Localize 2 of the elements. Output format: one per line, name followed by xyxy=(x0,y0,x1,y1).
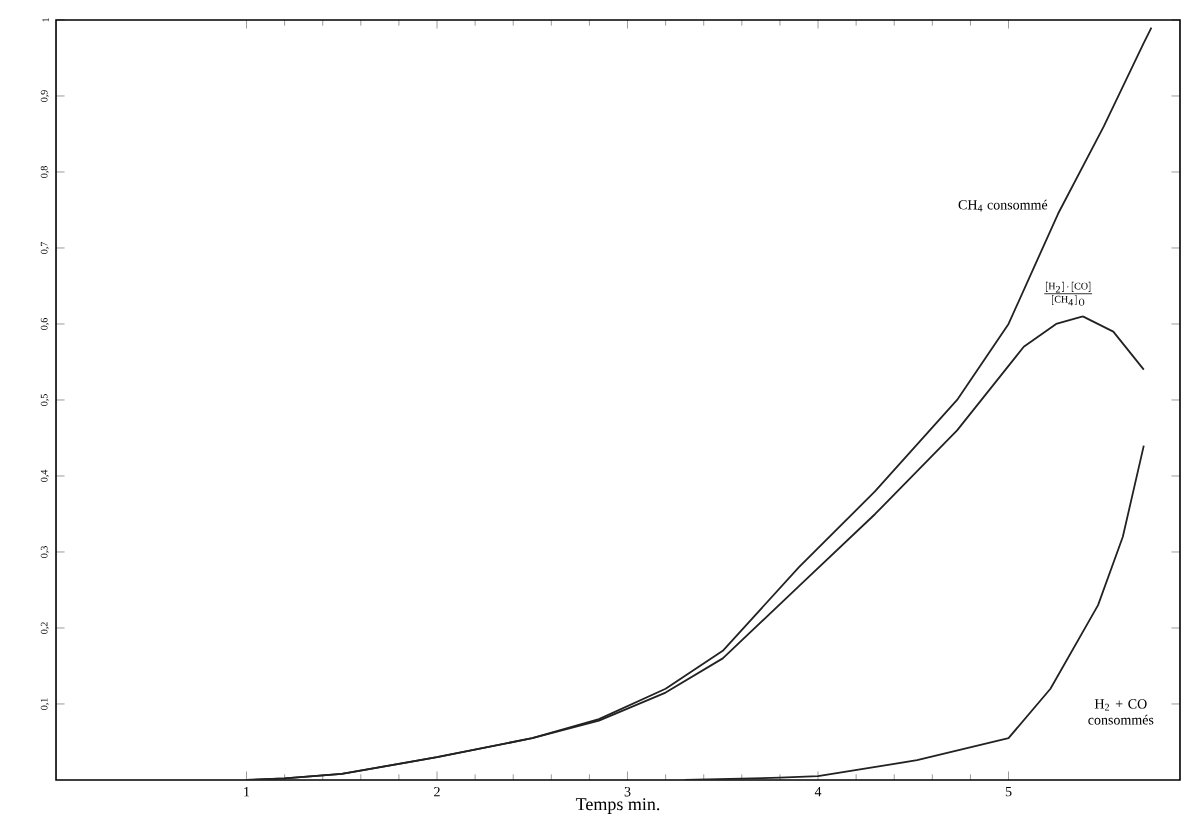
series-label: $\frac{[\mathrm{H_2}]\cdot[\mathrm{CO}]}{[\mathrm{CH_4}]_0}$ xyxy=(1044,281,1093,306)
x-axis-title: Temps min. xyxy=(575,798,660,814)
